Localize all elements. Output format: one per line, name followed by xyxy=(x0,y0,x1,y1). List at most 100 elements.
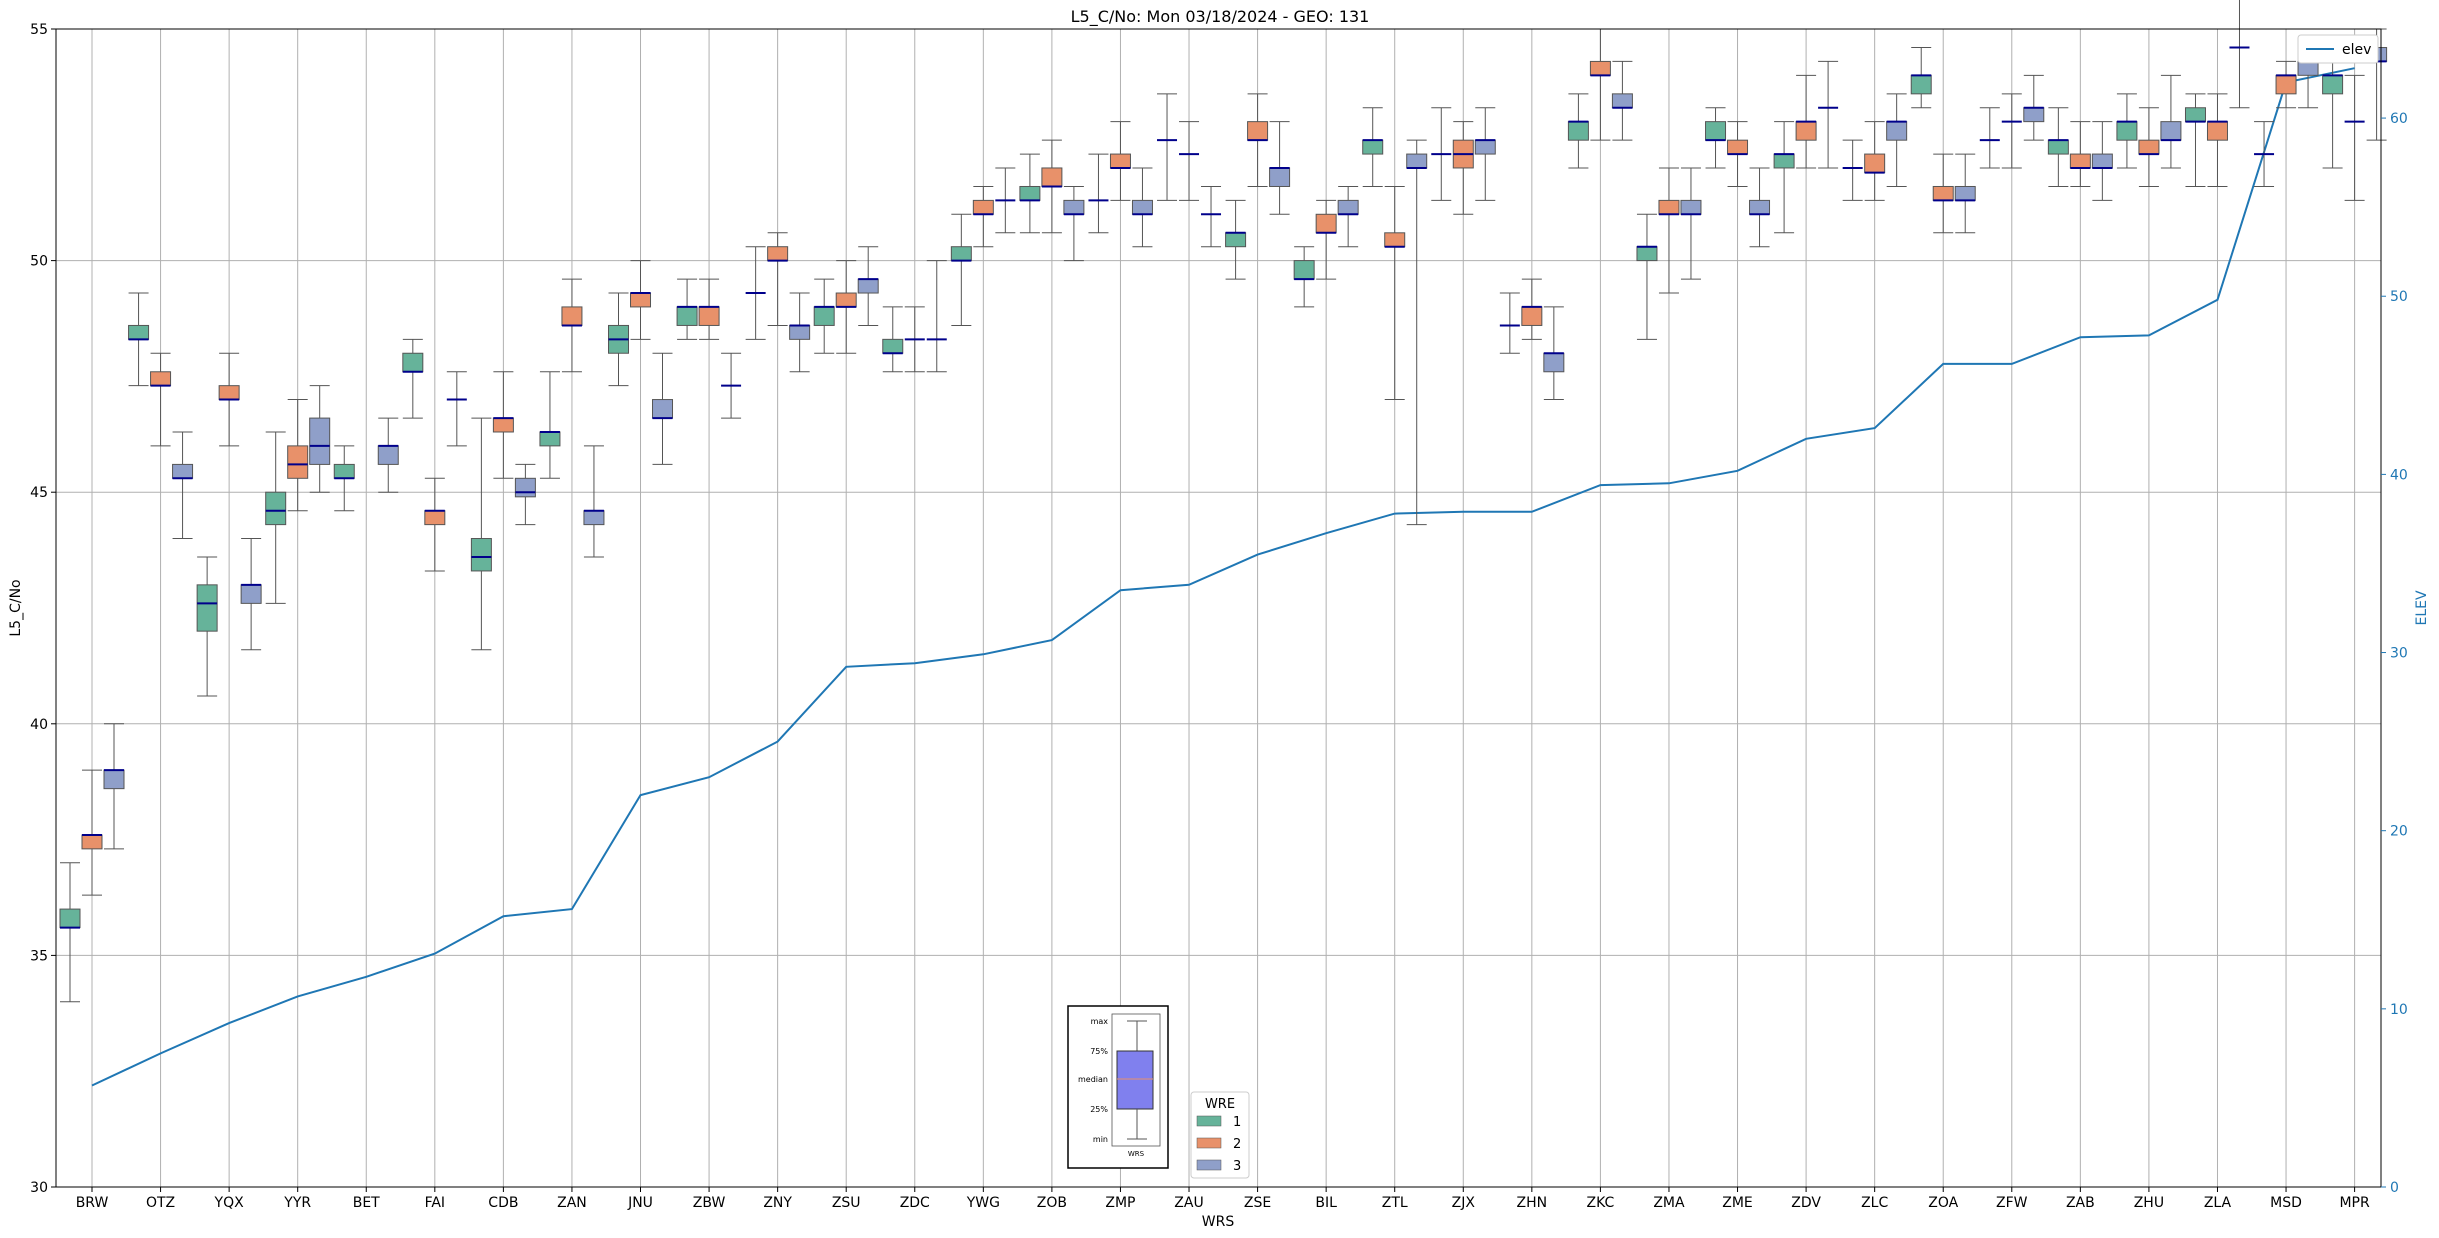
x-tick-label: ZSU xyxy=(832,1195,861,1211)
box-wre-3 xyxy=(995,167,1016,234)
box-wre-2 xyxy=(81,769,103,896)
y-tick-label: 35 xyxy=(30,948,48,964)
y2-tick-label: 30 xyxy=(2390,646,2408,662)
box-iqr xyxy=(561,306,583,326)
box-iqr xyxy=(150,371,172,387)
box-wre-2 xyxy=(1247,93,1269,187)
box-iqr xyxy=(333,463,355,479)
box-iqr xyxy=(309,417,331,465)
x-tick-label: ZNY xyxy=(763,1195,792,1211)
box-wre-3 xyxy=(446,371,467,447)
box-iqr xyxy=(1773,153,1795,169)
box-wre-2 xyxy=(1932,153,1954,234)
x-tick-label: BRW xyxy=(76,1195,109,1211)
x-tick-label: ZSE xyxy=(1244,1195,1271,1211)
elev-polyline xyxy=(91,67,2355,1087)
box-iqr xyxy=(1337,199,1359,215)
box-wre-2 xyxy=(767,232,789,326)
box-wre-3 xyxy=(1611,60,1633,141)
chart-title: L5_C/No: Mon 03/18/2024 - GEO: 131 xyxy=(1071,7,1370,27)
elev-legend: elev xyxy=(2297,34,2379,64)
box-wre-2 xyxy=(2069,121,2091,187)
box-wre-3 xyxy=(1131,167,1153,248)
box-wre-3 xyxy=(103,723,125,850)
box-wre-1 xyxy=(1636,213,1658,340)
box-iqr xyxy=(767,246,789,262)
x-tick-label: ZMP xyxy=(1105,1195,1135,1211)
box-wre-3 xyxy=(652,352,674,465)
box-iqr xyxy=(402,352,424,373)
wre-legend: WRE 1 2 3 xyxy=(1190,1091,1250,1179)
plot-frame xyxy=(55,28,2382,1188)
box-iqr xyxy=(1749,199,1771,215)
box-wre-1 xyxy=(1567,93,1589,169)
box-key-wrs: WRS xyxy=(1128,1150,1145,1158)
box-iqr xyxy=(2047,139,2069,155)
box-wre-3 xyxy=(1201,185,1222,248)
box-iqr xyxy=(265,491,287,526)
box-iqr xyxy=(539,431,561,447)
x-tick-label: ZHU xyxy=(2134,1195,2164,1211)
box-iqr xyxy=(2160,121,2182,141)
box-iqr xyxy=(1293,260,1315,280)
box-wre-2 xyxy=(1658,167,1680,294)
box-iqr xyxy=(240,584,262,604)
box-wre-1 xyxy=(745,246,766,340)
box-key-q3: 75% xyxy=(1090,1047,1108,1056)
box-wre-3 xyxy=(172,431,194,540)
box-wre-1 xyxy=(1979,107,2000,169)
box-iqr xyxy=(630,292,652,308)
box-wre-1 xyxy=(1842,139,1863,201)
box-iqr xyxy=(514,477,536,498)
box-wre-3 xyxy=(1337,185,1359,248)
box-wre-1 xyxy=(2116,93,2138,169)
box-iqr xyxy=(2184,107,2206,123)
box-iqr xyxy=(103,769,125,790)
x-tick-label: ZAB xyxy=(2066,1195,2095,1211)
y2-tick-label: 60 xyxy=(2390,111,2408,127)
box-wre-2 xyxy=(1179,121,1200,201)
box-wre-3 xyxy=(583,445,605,558)
box-iqr xyxy=(218,385,240,401)
box-wre-3 xyxy=(1543,306,1565,401)
box-wre-3 xyxy=(1680,167,1702,280)
box-iqr xyxy=(1864,153,1886,174)
box-iqr xyxy=(1247,121,1269,141)
box-wre-2 xyxy=(287,399,309,512)
box-wre-1 xyxy=(813,278,835,354)
elev-legend-label: elev xyxy=(2342,42,2371,58)
box-wre-3 xyxy=(2229,0,2250,109)
box-iqr xyxy=(1611,93,1633,109)
box-wre-2 xyxy=(1315,199,1337,280)
box-iqr xyxy=(2091,153,2113,169)
box-wre-2 xyxy=(1864,121,1886,201)
box-wre-2 xyxy=(2001,93,2022,169)
x-tick-label: YWG xyxy=(966,1195,1000,1211)
box-iqr xyxy=(2116,121,2138,141)
box-wre-3 xyxy=(1886,93,1908,187)
box-iqr xyxy=(1795,121,1817,141)
y-tick-label: 50 xyxy=(30,254,48,270)
box-wre-3 xyxy=(240,538,262,651)
box-wre-1 xyxy=(128,292,150,387)
elev-line xyxy=(91,67,2355,1087)
box-wre-2 xyxy=(1384,185,1406,401)
box-iqr xyxy=(1362,139,1384,155)
box-iqr xyxy=(1406,153,1428,169)
wre-legend-swatch-3 xyxy=(1196,1159,1222,1171)
box-wre-1 xyxy=(1705,107,1727,169)
box-iqr xyxy=(950,246,972,262)
box-iqr xyxy=(81,834,103,850)
y-tick-label: 55 xyxy=(30,22,48,38)
box-iqr xyxy=(652,399,674,419)
box-wre-1 xyxy=(1910,47,1932,109)
x-tick-label: ZTL xyxy=(1382,1195,1408,1211)
box-wre-1 xyxy=(2322,47,2344,169)
x-tick-label: ZAN xyxy=(557,1195,587,1211)
box-wre-2 xyxy=(1521,278,1543,340)
box-iqr xyxy=(1131,199,1153,215)
box-wre-3 xyxy=(2023,74,2045,141)
box-iqr xyxy=(2138,139,2160,155)
box-iqr xyxy=(676,306,698,326)
